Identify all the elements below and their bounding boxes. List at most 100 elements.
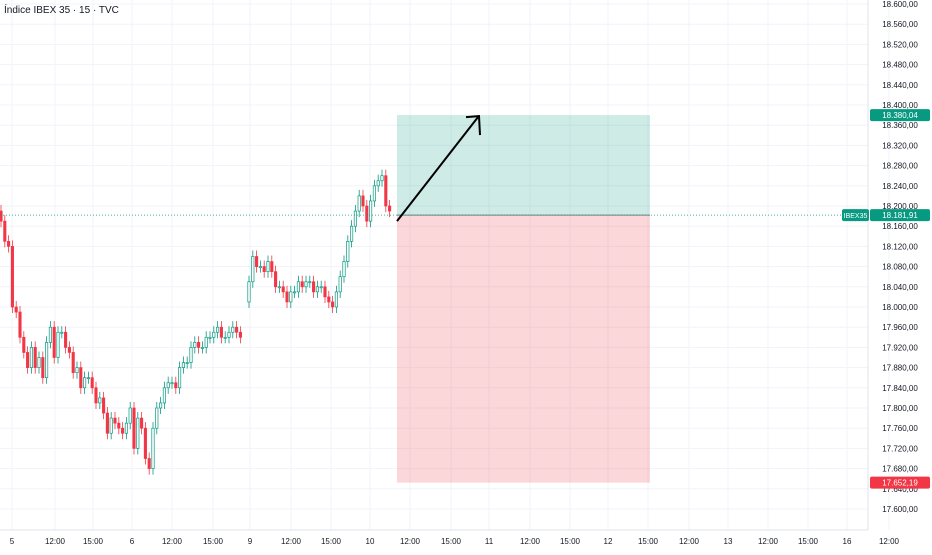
candle-body <box>113 417 117 424</box>
y-tick-label: 18.440,00 <box>882 81 918 90</box>
candle-body <box>90 377 94 389</box>
candle-body <box>147 458 151 469</box>
x-tick-label: 15:00 <box>798 537 819 546</box>
candle-body <box>204 336 208 348</box>
candle-body <box>56 331 60 358</box>
x-tick-label: 15:00 <box>638 537 659 546</box>
symbol-tag-bg <box>842 209 869 222</box>
position-zones[interactable] <box>397 115 650 483</box>
candle-body <box>98 397 102 404</box>
candle-body <box>247 281 251 303</box>
y-tick-label: 18.280,00 <box>882 162 918 171</box>
x-tick-label: 15:00 <box>560 537 581 546</box>
x-tick-label: 12:00 <box>281 537 302 546</box>
candle-body <box>37 357 41 368</box>
candle-body <box>334 291 338 308</box>
candles <box>0 169 392 475</box>
candle-body <box>162 387 166 404</box>
x-tick-label: 5 <box>10 537 15 546</box>
x-tick-label: 15:00 <box>441 537 462 546</box>
candle-body <box>289 291 293 303</box>
candle-body <box>369 200 373 222</box>
y-tick-label: 18.040,00 <box>882 283 918 292</box>
candle-body <box>52 326 56 358</box>
x-tick-label: 12:00 <box>400 537 421 546</box>
candle-body <box>159 402 163 409</box>
candle-body <box>255 256 259 267</box>
candle-body <box>238 331 242 338</box>
y-tick-label: 17.920,00 <box>882 343 918 352</box>
x-tick-label: 15:00 <box>203 537 224 546</box>
candle-body <box>60 331 64 334</box>
candle-body <box>258 266 262 268</box>
candle-body <box>67 347 71 353</box>
stop-price-label: 17.652,19 <box>882 479 918 488</box>
candle-body <box>277 286 281 289</box>
candle-body <box>0 210 3 222</box>
candle-body <box>64 331 68 348</box>
y-tick-label: 18.320,00 <box>882 141 918 150</box>
x-tick-label: 9 <box>248 537 253 546</box>
candle-body <box>231 326 235 333</box>
y-tick-label: 18.200,00 <box>882 202 918 211</box>
candle-body <box>48 326 52 343</box>
candle-body <box>102 397 106 414</box>
y-tick-label: 18.080,00 <box>882 263 918 272</box>
candle-body <box>327 296 331 303</box>
candle-body <box>181 362 185 368</box>
candle-body <box>315 286 319 293</box>
candle-body <box>197 342 201 348</box>
candle-body <box>128 407 132 424</box>
y-tick-label: 17.800,00 <box>882 404 918 413</box>
last-price-label: 18.181,91 <box>882 211 918 220</box>
x-tick-label: 15:00 <box>321 537 342 546</box>
candle-body <box>71 352 75 374</box>
candle-body <box>388 205 392 212</box>
candle-body <box>18 311 22 338</box>
candle-body <box>281 286 285 293</box>
x-tick-label: 11 <box>485 537 494 546</box>
candle-body <box>86 377 90 380</box>
y-tick-label: 18.520,00 <box>882 40 918 49</box>
candle-body <box>41 357 45 379</box>
y-tick-label: 18.480,00 <box>882 61 918 70</box>
candle-body <box>346 241 350 262</box>
candle-body <box>193 342 197 348</box>
x-tick-label: 16 <box>843 537 852 546</box>
candle-body <box>170 382 174 385</box>
y-tick-label: 17.720,00 <box>882 444 918 453</box>
x-tick-label: 12:00 <box>45 537 66 546</box>
stop-zone <box>397 215 650 483</box>
target-price-label: 18.380,04 <box>882 111 918 120</box>
candle-body <box>3 220 7 242</box>
last-price-label-bg <box>870 209 930 222</box>
y-tick-label: 18.600,00 <box>882 0 918 9</box>
x-tick-label: 15:00 <box>83 537 104 546</box>
x-tick-label: 10 <box>366 537 375 546</box>
candle-body <box>216 326 220 333</box>
candle-body <box>29 347 33 368</box>
candle-body <box>338 276 342 293</box>
x-tick-label: 6 <box>130 537 135 546</box>
candle-body <box>124 422 128 434</box>
overlays[interactable] <box>0 115 868 222</box>
candle-body <box>121 427 125 434</box>
candle-body <box>94 387 98 404</box>
candle-body <box>22 336 26 353</box>
candle-body <box>285 291 289 303</box>
candle-body <box>7 241 11 247</box>
candle-body <box>174 382 178 389</box>
candle-body <box>251 256 255 283</box>
candle-body <box>342 261 346 278</box>
candle-body <box>350 225 354 242</box>
candle-body <box>208 336 212 339</box>
y-tick-label: 18.240,00 <box>882 182 918 191</box>
x-tick-label: 12:00 <box>679 537 700 546</box>
candle-body <box>132 407 136 449</box>
grid <box>0 0 890 530</box>
candle-body <box>300 281 304 288</box>
y-tick-label: 18.120,00 <box>882 242 918 251</box>
